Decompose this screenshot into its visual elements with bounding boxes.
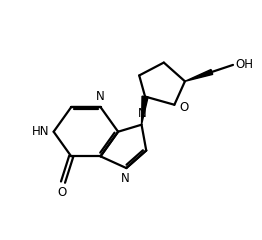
- Text: N: N: [96, 90, 105, 103]
- Text: O: O: [57, 186, 67, 199]
- Text: O: O: [179, 101, 189, 114]
- Text: N: N: [138, 108, 147, 120]
- Text: OH: OH: [235, 58, 253, 72]
- Polygon shape: [141, 96, 148, 125]
- Text: N: N: [121, 172, 129, 185]
- Polygon shape: [185, 70, 213, 81]
- Text: HN: HN: [32, 125, 50, 138]
